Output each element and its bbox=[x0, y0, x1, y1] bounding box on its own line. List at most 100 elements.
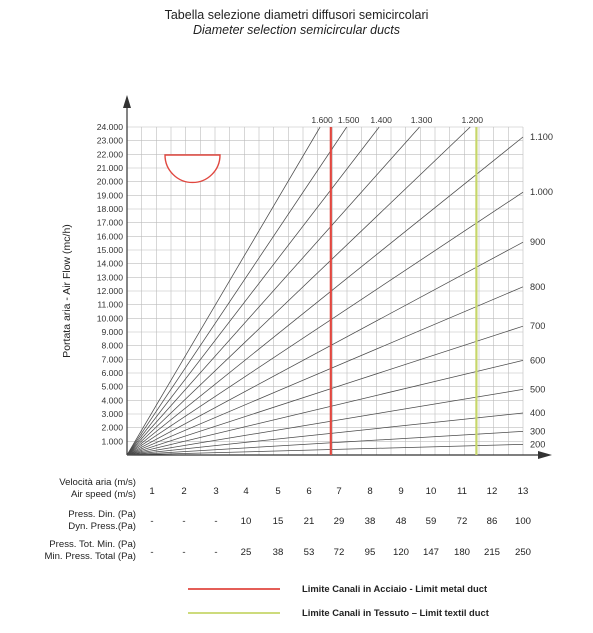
table-cell: 3 bbox=[213, 486, 218, 497]
table-cell: - bbox=[214, 516, 217, 527]
y-tick-label: 12.000 bbox=[97, 286, 124, 296]
diameter-label-900: 900 bbox=[530, 237, 545, 247]
legend-label: Limite Canali in Tessuto – Limit textil … bbox=[302, 607, 489, 618]
y-tick-label: 6.000 bbox=[101, 368, 123, 378]
table-cell: 15 bbox=[273, 516, 284, 527]
y-tick-label: 15.000 bbox=[97, 245, 124, 255]
table-cell: - bbox=[150, 547, 153, 558]
diameter-label-200: 200 bbox=[530, 439, 545, 449]
y-tick-label: 11.000 bbox=[97, 300, 123, 310]
y-tick-label: 13.000 bbox=[97, 272, 124, 282]
table-cell: 2 bbox=[181, 486, 186, 497]
y-tick-label: 22.000 bbox=[97, 149, 124, 159]
y-tick-label: 19.000 bbox=[97, 190, 124, 200]
y-tick-label: 21.000 bbox=[97, 163, 124, 173]
diameter-line-1.200 bbox=[126, 126, 471, 456]
table-cell: 72 bbox=[457, 516, 468, 527]
table-cell: 72 bbox=[334, 547, 345, 558]
legend-label: Limite Canali in Acciaio - Limit metal d… bbox=[302, 583, 487, 594]
diameter-lines bbox=[126, 126, 524, 456]
table-cell: - bbox=[214, 547, 217, 558]
y-tick-label: 3.000 bbox=[101, 409, 123, 419]
table-row-label: Dyn. Press.(Pa) bbox=[68, 521, 136, 532]
diameter-line-200 bbox=[126, 444, 524, 456]
y-tick-labels: 1.000 2.000 3.000 4.000 5.000 6.000 7.000 8.000… bbox=[97, 122, 124, 446]
diameter-label-1.500: 1.500 bbox=[338, 115, 360, 125]
y-tick-label: 1.000 bbox=[101, 436, 123, 446]
y-tick-label: 20.000 bbox=[97, 177, 124, 187]
semicircle-icon bbox=[164, 154, 221, 184]
diameter-line-500 bbox=[126, 389, 524, 456]
table-cell: 38 bbox=[273, 547, 284, 558]
diameter-label-1.300: 1.300 bbox=[411, 115, 433, 125]
table-cell: 180 bbox=[454, 547, 470, 558]
diameter-label-600: 600 bbox=[530, 355, 545, 365]
y-tick-label: 17.000 bbox=[97, 218, 124, 228]
title-italian: Tabella selezione diametri diffusori sem… bbox=[164, 8, 429, 22]
table-cell: 5 bbox=[275, 486, 280, 497]
table-cell: 13 bbox=[518, 486, 529, 497]
diameter-label-400: 400 bbox=[530, 408, 545, 418]
diameter-labels: 1.600 1.500 1.400 1.300 1.200 1.100 1.000 900 80… bbox=[311, 115, 553, 449]
table-cell: 120 bbox=[393, 547, 409, 558]
table-row-label: Velocità aria (m/s) bbox=[59, 477, 136, 488]
table-cell: 11 bbox=[457, 486, 467, 497]
table-cell: - bbox=[182, 547, 185, 558]
table-cell: 1 bbox=[149, 486, 154, 497]
table-cell: 38 bbox=[365, 516, 376, 527]
title-english: Diameter selection semicircular ducts bbox=[192, 23, 400, 37]
data-table: Velocità aria (m/s)Air speed (m/s) 1 2 3 4 5 6… bbox=[44, 477, 531, 562]
diameter-label-1.400: 1.400 bbox=[370, 115, 392, 125]
table-cell: 9 bbox=[398, 486, 403, 497]
table-cell: - bbox=[182, 516, 185, 527]
diameter-label-800: 800 bbox=[530, 282, 545, 292]
diameter-label-700: 700 bbox=[530, 321, 545, 331]
table-cell: 147 bbox=[423, 547, 439, 558]
y-tick-label: 7.000 bbox=[101, 354, 123, 364]
diameter-label-1.200: 1.200 bbox=[461, 115, 483, 125]
table-row-label: Press. Tot. Min. (Pa) bbox=[49, 539, 136, 550]
diameter-line-900 bbox=[126, 241, 524, 456]
table-cell: 10 bbox=[426, 486, 437, 497]
table-cell: 59 bbox=[426, 516, 437, 527]
y-tick-label: 9.000 bbox=[101, 327, 123, 337]
diameter-line-1.500 bbox=[126, 126, 347, 456]
diameter-line-1.000 bbox=[126, 191, 524, 456]
legend: Limite Canali in Acciaio - Limit metal d… bbox=[188, 583, 489, 618]
x-axis-arrow-icon bbox=[538, 451, 552, 459]
table-cell: 29 bbox=[334, 516, 345, 527]
table-cell: 100 bbox=[515, 516, 531, 527]
table-cell: 86 bbox=[487, 516, 498, 527]
table-cell: 21 bbox=[304, 516, 315, 527]
y-tick-label: 10.000 bbox=[97, 313, 124, 323]
diameter-line-700 bbox=[126, 325, 524, 456]
y-axis-label: Portata aria - Air Flow (mc/h) bbox=[61, 224, 73, 358]
y-tick-label: 24.000 bbox=[97, 122, 124, 132]
table-row-label: Air speed (m/s) bbox=[71, 489, 136, 500]
y-tick-label: 4.000 bbox=[101, 395, 123, 405]
diameter-line-600 bbox=[126, 360, 524, 456]
table-cell: 95 bbox=[365, 547, 376, 558]
diameter-label-1.100: 1.100 bbox=[530, 132, 553, 142]
diameter-line-800 bbox=[126, 286, 524, 456]
table-cell: 6 bbox=[306, 486, 311, 497]
diameter-line-1.600 bbox=[126, 126, 321, 456]
table-cell: 25 bbox=[241, 547, 252, 558]
y-axis-arrow-icon bbox=[123, 95, 131, 108]
diameter-line-400 bbox=[126, 412, 524, 456]
diameter-line-1.400 bbox=[126, 126, 380, 456]
diameter-line-1.100 bbox=[126, 136, 524, 456]
table-cell: 12 bbox=[487, 486, 498, 497]
diameter-line-300 bbox=[126, 431, 524, 456]
table-cell: 215 bbox=[484, 547, 500, 558]
y-tick-label: 5.000 bbox=[101, 382, 123, 392]
diameter-line-1.300 bbox=[126, 126, 420, 456]
table-cell: - bbox=[150, 516, 153, 527]
diameter-label-1.600: 1.600 bbox=[311, 115, 333, 125]
diameter-label-300: 300 bbox=[530, 426, 545, 436]
table-cell: 53 bbox=[304, 547, 315, 558]
table-cell: 4 bbox=[243, 486, 249, 497]
y-tick-label: 18.000 bbox=[97, 204, 124, 214]
table-cell: 250 bbox=[515, 547, 531, 558]
semicircle-icon bbox=[164, 154, 221, 184]
